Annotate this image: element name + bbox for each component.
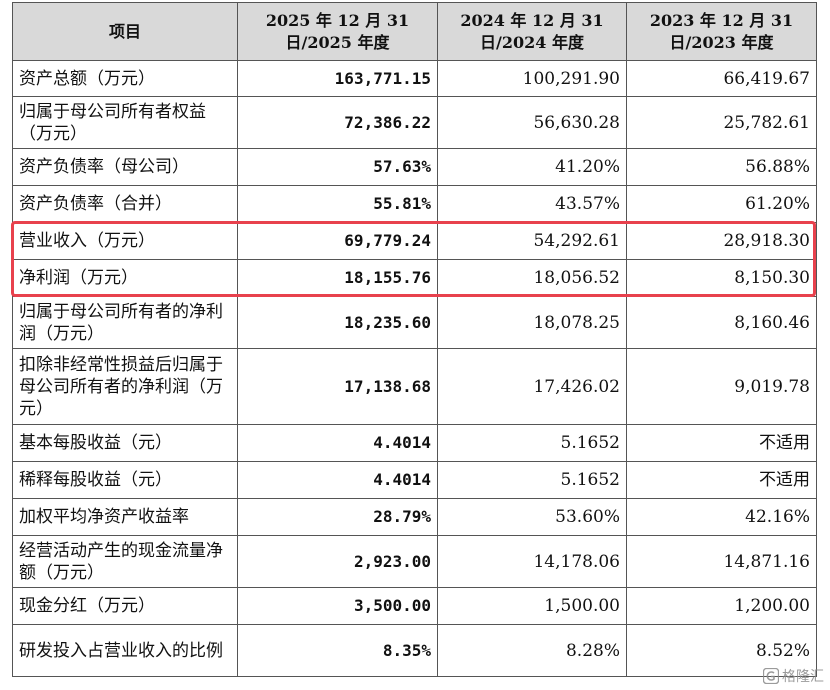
- row-label: 归属于母公司所有者的净利润（万元）: [12, 296, 238, 349]
- value-2024: 43.57%: [437, 185, 627, 223]
- value-2024: 53.60%: [437, 498, 627, 536]
- value-2024: 8.28%: [437, 624, 627, 677]
- value-2025: 163,771.15: [237, 60, 438, 97]
- value-2023: 不适用: [626, 424, 817, 462]
- value-2024: 1,500.00: [437, 587, 627, 625]
- row-label: 净利润（万元）: [12, 259, 238, 297]
- value-2024: 5.1652: [437, 424, 627, 462]
- table-row: 归属于母公司所有者的净利润（万元） 18,235.60 18,078.25 8,160…: [12, 296, 817, 349]
- value-2025: 18,235.60: [237, 296, 438, 349]
- row-label: 基本每股收益（元）: [12, 424, 238, 462]
- table-row: 扣除非经常性损益后归属于母公司所有者的净利润（万元） 17,138.68 17,42…: [12, 348, 817, 425]
- row-label: 资产负债率（母公司）: [12, 148, 238, 186]
- row-label: 经营活动产生的现金流量净额（万元）: [12, 535, 238, 588]
- table-row: 资产负债率（合并） 55.81% 43.57% 61.20%: [12, 185, 817, 223]
- value-2023: 66,419.67: [626, 60, 817, 97]
- table-row: 研发投入占营业收入的比例 8.35% 8.28% 8.52%: [12, 624, 817, 677]
- header-item: 项目: [12, 2, 238, 61]
- row-label: 扣除非经常性损益后归属于母公司所有者的净利润（万元）: [12, 348, 238, 425]
- value-2025: 28.79%: [237, 498, 438, 536]
- value-2024: 56,630.28: [437, 96, 627, 149]
- value-2025: 17,138.68: [237, 348, 438, 425]
- value-2023: 14,871.16: [626, 535, 817, 588]
- value-2023: 8.52%: [626, 624, 817, 677]
- header-2023: 2023 年 12 月 31 日/2023 年度: [626, 2, 817, 61]
- row-label: 研发投入占营业收入的比例: [12, 624, 238, 677]
- row-label: 稀释每股收益（元）: [12, 461, 238, 499]
- value-2025: 4.4014: [237, 424, 438, 462]
- header-2024: 2024 年 12 月 31 日/2024 年度: [437, 2, 627, 61]
- table-row: 净利润（万元） 18,155.76 18,056.52 8,150.30: [12, 259, 817, 297]
- value-2025: 69,779.24: [237, 222, 438, 260]
- table-row: 资产总额（万元） 163,771.15 100,291.90 66,419.67: [12, 60, 817, 97]
- value-2025: 72,386.22: [237, 96, 438, 149]
- row-label: 资产负债率（合并）: [12, 185, 238, 223]
- logo-g-icon: [763, 668, 779, 684]
- value-2025: 57.63%: [237, 148, 438, 186]
- watermark-text: 格隆汇: [782, 669, 824, 685]
- value-2025: 18,155.76: [237, 259, 438, 297]
- table-row: 现金分红（万元） 3,500.00 1,500.00 1,200.00: [12, 587, 817, 625]
- table-row: 营业收入（万元） 69,779.24 54,292.61 28,918.30: [12, 222, 817, 260]
- value-2024: 5.1652: [437, 461, 627, 499]
- value-2023: 9,019.78: [626, 348, 817, 425]
- header-row: 项目 2025 年 12 月 31 日/2025 年度 2024 年 12 月 …: [12, 2, 817, 61]
- value-2024: 41.20%: [437, 148, 627, 186]
- value-2024: 54,292.61: [437, 222, 627, 260]
- row-label: 营业收入（万元）: [12, 222, 238, 260]
- value-2025: 8.35%: [237, 624, 438, 677]
- value-2025: 4.4014: [237, 461, 438, 499]
- value-2023: 25,782.61: [626, 96, 817, 149]
- row-label: 归属于母公司所有者权益（万元）: [12, 96, 238, 149]
- table-row: 经营活动产生的现金流量净额（万元） 2,923.00 14,178.06 14,871…: [12, 535, 817, 588]
- table-row: 归属于母公司所有者权益（万元） 72,386.22 56,630.28 25,782.…: [12, 96, 817, 149]
- value-2023: 8,150.30: [626, 259, 817, 297]
- value-2023: 1,200.00: [626, 587, 817, 625]
- value-2024: 14,178.06: [437, 535, 627, 588]
- value-2024: 100,291.90: [437, 60, 627, 97]
- value-2023: 56.88%: [626, 148, 817, 186]
- value-2023: 8,160.46: [626, 296, 817, 349]
- watermark: 格隆汇: [763, 666, 824, 686]
- row-label: 加权平均净资产收益率: [12, 498, 238, 536]
- financial-table: 项目 2025 年 12 月 31 日/2025 年度 2024 年 12 月 …: [12, 2, 817, 677]
- value-2025: 3,500.00: [237, 587, 438, 625]
- value-2023: 61.20%: [626, 185, 817, 223]
- value-2024: 18,056.52: [437, 259, 627, 297]
- table-row: 稀释每股收益（元） 4.4014 5.1652 不适用: [12, 461, 817, 499]
- table-row: 基本每股收益（元） 4.4014 5.1652 不适用: [12, 424, 817, 462]
- value-2024: 18,078.25: [437, 296, 627, 349]
- row-label: 资产总额（万元）: [12, 60, 238, 97]
- row-label: 现金分红（万元）: [12, 587, 238, 625]
- value-2023: 不适用: [626, 461, 817, 499]
- value-2023: 42.16%: [626, 498, 817, 536]
- table-row: 资产负债率（母公司） 57.63% 41.20% 56.88%: [12, 148, 817, 186]
- value-2025: 2,923.00: [237, 535, 438, 588]
- value-2025: 55.81%: [237, 185, 438, 223]
- value-2024: 17,426.02: [437, 348, 627, 425]
- table-row: 加权平均净资产收益率 28.79% 53.60% 42.16%: [12, 498, 817, 536]
- header-2025: 2025 年 12 月 31 日/2025 年度: [237, 2, 438, 61]
- value-2023: 28,918.30: [626, 222, 817, 260]
